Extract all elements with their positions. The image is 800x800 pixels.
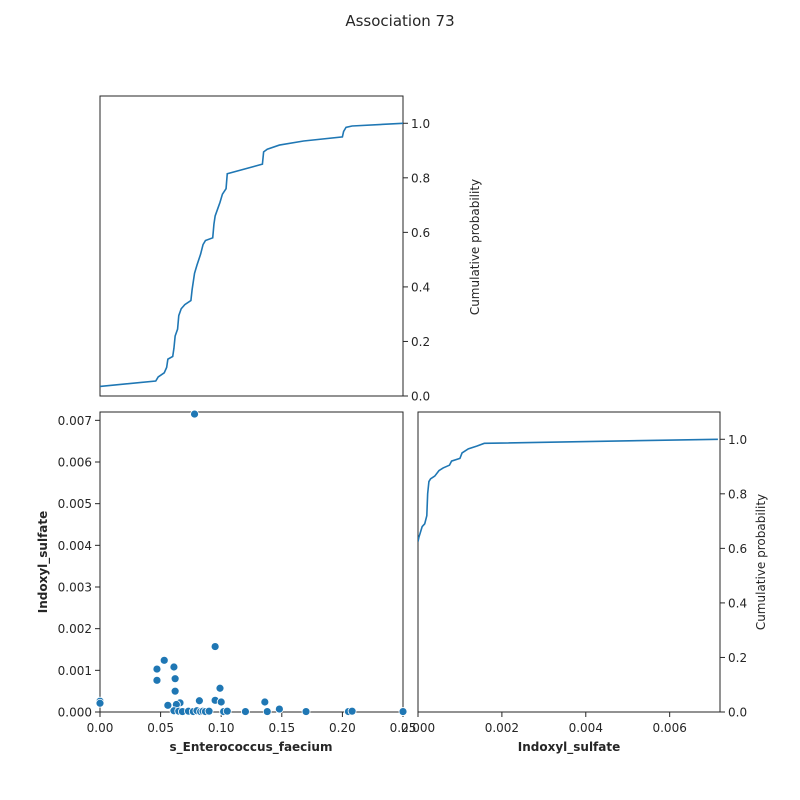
scatter-point bbox=[194, 696, 204, 706]
panel-ecdf-enterococcus: 0.0 0.2 0.4 0.6 0.8 1.0 Cumulative probability bbox=[99, 95, 482, 404]
tl-axes-frame bbox=[99, 95, 404, 397]
bl-xtick-label: 0.10 bbox=[208, 721, 235, 735]
bl-xtick-label: 0.00 bbox=[87, 721, 114, 735]
br-ytick-label: 1.0 bbox=[728, 433, 747, 447]
br-ytick-label: 0.2 bbox=[728, 651, 747, 665]
scatter-point bbox=[152, 675, 162, 685]
tl-ylabel: Cumulative probability bbox=[468, 179, 482, 315]
bl-xlabel: s_Enterococcus_faecium bbox=[170, 740, 333, 755]
scatter-point bbox=[241, 707, 250, 716]
br-xlabel: Indoxyl_sulfate bbox=[518, 740, 621, 755]
br-ylabel: Cumulative probability bbox=[754, 494, 768, 630]
br-xtick-label: 0.006 bbox=[652, 721, 686, 735]
scatter-point bbox=[169, 662, 179, 672]
bl-ytick-label: 0.007 bbox=[58, 414, 92, 428]
scatter-point bbox=[159, 655, 169, 665]
scatter-point bbox=[398, 707, 408, 716]
panel-scatter: 0.00 0.05 0.10 0.15 0.20 0.25 0.000 0.001 0.002 0… bbox=[36, 409, 417, 755]
scatter-point bbox=[204, 706, 214, 716]
bl-ytick-label: 0.003 bbox=[58, 581, 92, 595]
bl-xtick-label: 0.25 bbox=[390, 721, 417, 735]
scatter-point bbox=[170, 686, 180, 696]
tl-ecdf-line bbox=[100, 122, 403, 388]
bl-ytick-label: 0.001 bbox=[58, 664, 92, 678]
bl-ytick-label: 0.002 bbox=[58, 622, 92, 636]
br-ytick-label: 0.8 bbox=[728, 487, 747, 501]
tl-ytick-label: 0.2 bbox=[411, 335, 430, 349]
br-xtick-label: 0.004 bbox=[569, 721, 603, 735]
br-xtick-label: 0.000 bbox=[401, 721, 435, 735]
bl-xtick-label: 0.05 bbox=[147, 721, 174, 735]
scatter-point bbox=[152, 664, 162, 674]
bl-axes-frame bbox=[99, 411, 404, 713]
br-ytick-label: 0.0 bbox=[728, 706, 747, 720]
tl-ytick-label: 1.0 bbox=[411, 117, 430, 131]
panel-ecdf-indoxyl: 0.000 0.002 0.004 0.006 0.0 0.2 0.4 0.6 0.8 1.0 In… bbox=[401, 411, 768, 755]
scatter-point bbox=[216, 697, 226, 707]
scatter-point bbox=[95, 698, 105, 708]
bl-ytick-label: 0.000 bbox=[58, 706, 92, 720]
br-ecdf-line bbox=[418, 438, 718, 542]
scatter-point bbox=[222, 706, 232, 716]
tl-ytick-label: 0.8 bbox=[411, 171, 430, 185]
br-axes-frame bbox=[417, 411, 721, 713]
bl-xtick-label: 0.15 bbox=[268, 721, 295, 735]
scatter-point bbox=[210, 642, 220, 651]
bl-ytick-label: 0.006 bbox=[58, 456, 92, 470]
scatter-point bbox=[262, 707, 272, 716]
bl-ytick-label: 0.005 bbox=[58, 497, 92, 511]
tl-ytick-label: 0.0 bbox=[411, 390, 430, 404]
tl-ytick-label: 0.6 bbox=[411, 226, 430, 240]
scatter-point bbox=[170, 674, 180, 684]
bl-ytick-label: 0.004 bbox=[58, 539, 92, 553]
figure-title: Association 73 bbox=[345, 12, 455, 30]
bl-xtick-label: 0.20 bbox=[329, 721, 356, 735]
br-ytick-label: 0.6 bbox=[728, 542, 747, 556]
scatter-point bbox=[163, 700, 173, 710]
scatter-point bbox=[274, 704, 284, 714]
br-ytick-label: 0.4 bbox=[728, 596, 747, 610]
scatter-point bbox=[347, 706, 357, 716]
scatter-point bbox=[190, 409, 199, 419]
scatter-point bbox=[215, 683, 225, 693]
scatter-point bbox=[260, 697, 270, 707]
tl-ytick-label: 0.4 bbox=[411, 280, 430, 294]
scatter-point bbox=[301, 707, 311, 716]
br-xtick-label: 0.002 bbox=[485, 721, 519, 735]
bl-ylabel: Indoxyl_sulfate bbox=[36, 511, 51, 614]
